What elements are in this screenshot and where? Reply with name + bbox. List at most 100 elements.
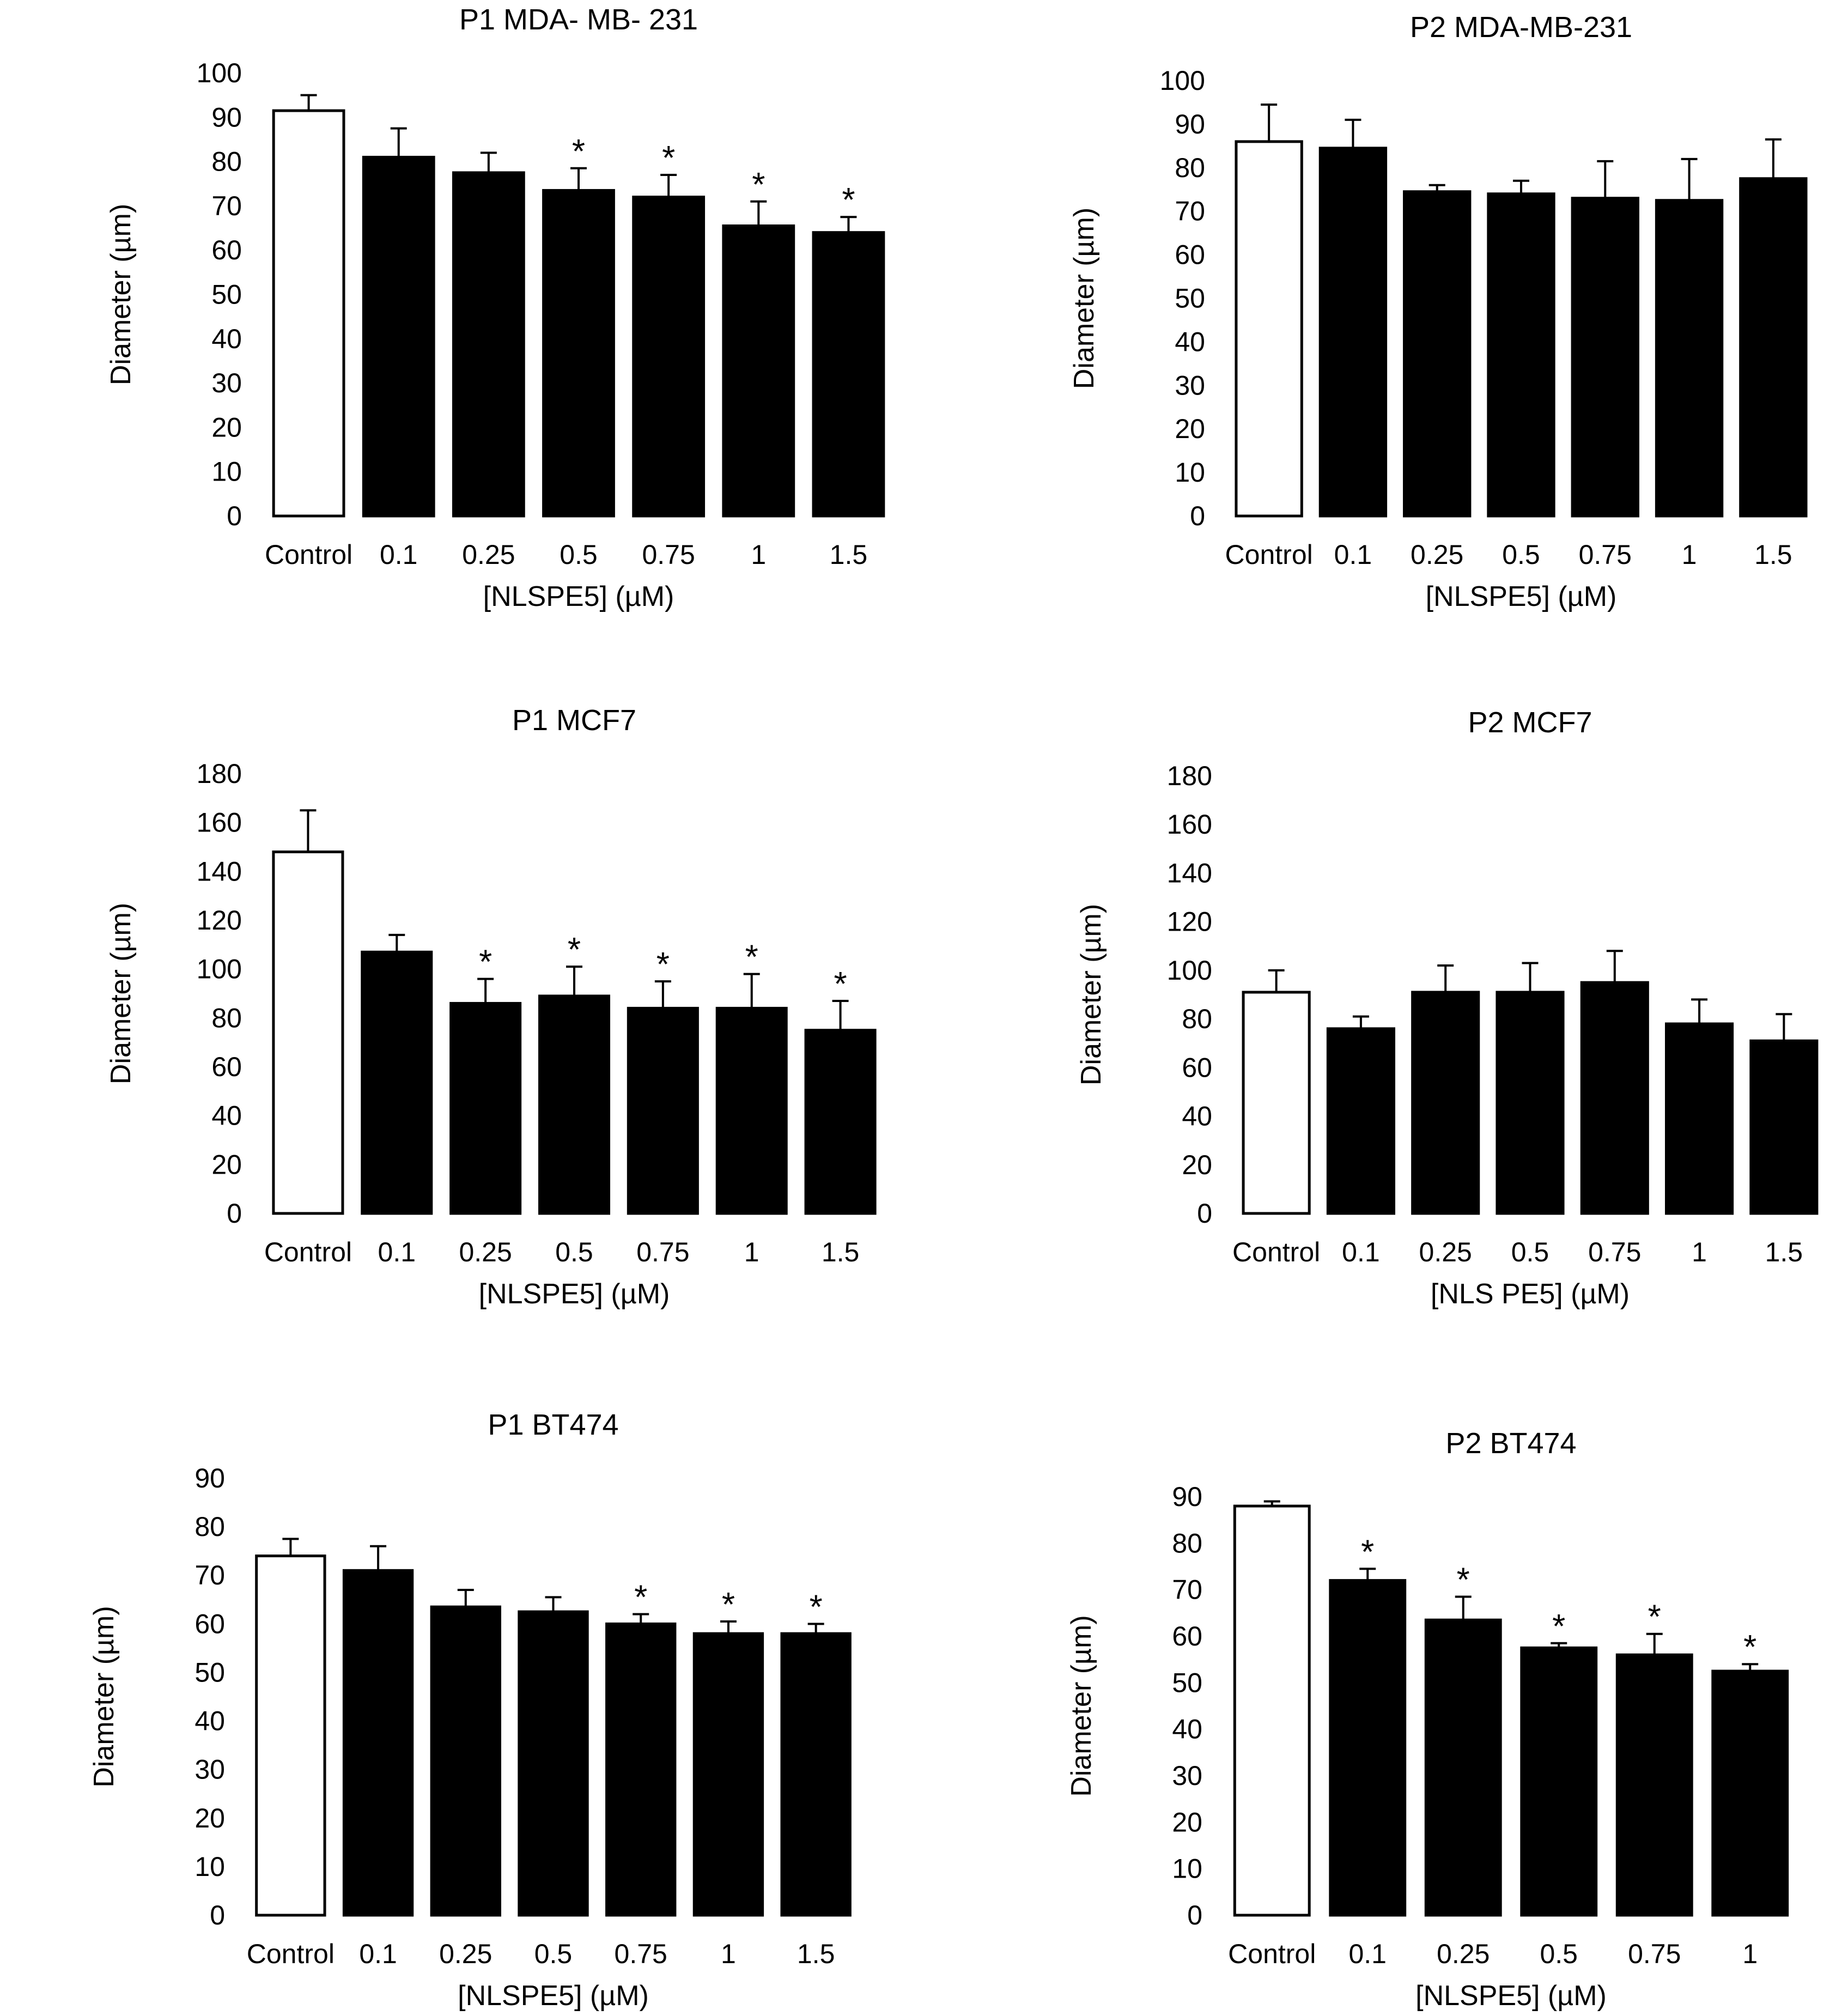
y-tick-label: 90 xyxy=(1172,1481,1202,1512)
bar-0-25 xyxy=(1403,190,1472,518)
x-tick-label: 1.5 xyxy=(1765,1237,1803,1267)
significance-marker: * xyxy=(745,939,758,976)
bar-0-25 xyxy=(430,1605,501,1917)
x-tick-label: 0.1 xyxy=(1342,1237,1380,1267)
y-tick-label: 60 xyxy=(1172,1621,1202,1651)
x-tick-label: 0.25 xyxy=(459,1237,512,1267)
x-axis-label: [NLSPE5] (µM) xyxy=(1426,581,1617,612)
bar-0-75 xyxy=(605,1622,677,1917)
bar-0-5 xyxy=(1520,1646,1598,1917)
y-tick-label: 10 xyxy=(1175,457,1205,488)
chart-panel-6: P2 BT474 0 10 20 30 40 50 60 70 80 90 Diameter (µm)… xyxy=(1066,1427,1789,2012)
bar-1 xyxy=(1665,1022,1734,1215)
chart-title: P1 BT474 xyxy=(488,1408,618,1441)
y-tick-label: 0 xyxy=(1187,1900,1202,1930)
y-tick-label: 60 xyxy=(1175,240,1205,270)
y-tick-label: 100 xyxy=(1167,955,1212,986)
x-tick-label: 0.75 xyxy=(1628,1939,1681,1969)
bar-1 xyxy=(1711,1669,1789,1917)
y-tick-label: 120 xyxy=(1167,907,1212,937)
y-tick-label: 100 xyxy=(197,58,242,88)
significance-marker: * xyxy=(834,966,847,1003)
y-tick-label: 40 xyxy=(1182,1101,1212,1132)
y-tick-label: 0 xyxy=(1197,1198,1212,1229)
bar-0-5 xyxy=(538,994,611,1215)
bar-1 xyxy=(692,1632,764,1917)
y-tick-label: 100 xyxy=(1160,65,1205,96)
x-tick-label: 0.1 xyxy=(1348,1939,1387,1969)
y-tick-label: 30 xyxy=(194,1754,225,1785)
y-tick-label: 160 xyxy=(1167,809,1212,840)
y-tick-label: 30 xyxy=(1175,370,1205,400)
x-tick-label: Control xyxy=(265,539,352,570)
y-tick-label: 90 xyxy=(194,1463,225,1493)
y-tick-label: 80 xyxy=(1172,1528,1202,1558)
x-tick-label: 0.75 xyxy=(1579,539,1632,570)
bar-0-25 xyxy=(1411,991,1480,1215)
chart-title: P2 MDA-MB-231 xyxy=(1410,11,1632,44)
significance-marker: * xyxy=(634,1579,647,1617)
significance-marker: * xyxy=(479,944,492,981)
y-tick-label: 70 xyxy=(194,1560,225,1590)
y-tick-label: 20 xyxy=(1175,414,1205,444)
significance-marker: * xyxy=(722,1586,735,1624)
chart-title: P1 MCF7 xyxy=(512,704,636,737)
chart-title: P2 MCF7 xyxy=(1468,706,1592,739)
x-tick-label: 1 xyxy=(1742,1939,1758,1969)
y-tick-label: 140 xyxy=(1167,858,1212,888)
bar-0-75 xyxy=(1580,981,1649,1215)
y-tick-label: 0 xyxy=(227,1198,242,1229)
significance-marker: * xyxy=(1648,1599,1661,1636)
x-tick-label: 0.1 xyxy=(359,1939,397,1969)
y-tick-label: 30 xyxy=(1172,1760,1202,1791)
y-tick-label: 40 xyxy=(211,1101,242,1131)
y-tick-label: 20 xyxy=(211,1149,242,1180)
y-tick-label: 90 xyxy=(1175,109,1205,139)
y-tick-label: 0 xyxy=(227,501,242,531)
bar-1-5 xyxy=(1749,1039,1819,1215)
x-axis-label: [NLSPE5] (µM) xyxy=(458,1980,649,2012)
bar-0-25 xyxy=(449,1001,522,1215)
bar-0-1 xyxy=(1318,147,1388,518)
significance-marker: * xyxy=(572,133,585,171)
bar-0-5 xyxy=(518,1610,589,1917)
significance-marker: * xyxy=(752,166,765,204)
bar-1 xyxy=(1655,199,1724,518)
chart-title: P2 BT474 xyxy=(1445,1427,1576,1460)
bar-1-5 xyxy=(812,231,885,518)
x-tick-label: 1 xyxy=(744,1237,759,1267)
x-tick-label: 0.5 xyxy=(560,539,598,570)
x-tick-label: 1 xyxy=(1682,539,1697,570)
y-tick-label: 20 xyxy=(1182,1150,1212,1180)
bar-0-25 xyxy=(1424,1618,1502,1917)
x-tick-label: 0.75 xyxy=(615,1939,667,1969)
x-tick-label: 0.5 xyxy=(534,1939,573,1969)
y-axis-label: Diameter (µm) xyxy=(1066,1615,1097,1796)
x-tick-label: 0.1 xyxy=(380,539,418,570)
significance-marker: * xyxy=(1552,1608,1565,1645)
y-tick-label: 180 xyxy=(1167,761,1212,791)
bar-0-1 xyxy=(1326,1027,1395,1215)
significance-marker: * xyxy=(1361,1533,1374,1571)
x-tick-label: 0.25 xyxy=(1419,1237,1472,1267)
bar-1-5 xyxy=(804,1029,877,1215)
bar-0-1 xyxy=(1329,1579,1407,1917)
bar-0-75 xyxy=(632,196,706,518)
y-tick-label: 60 xyxy=(211,1052,242,1082)
x-tick-label: Control xyxy=(1232,1237,1320,1267)
bar-0-25 xyxy=(452,171,525,518)
x-tick-label: Control xyxy=(247,1939,335,1969)
x-tick-label: 0.5 xyxy=(1502,539,1540,570)
x-tick-label: 1.5 xyxy=(830,539,868,570)
x-tick-label: Control xyxy=(264,1237,352,1267)
y-tick-label: 80 xyxy=(211,1003,242,1033)
y-tick-label: 60 xyxy=(1182,1052,1212,1083)
y-axis-label: Diameter (µm) xyxy=(105,903,137,1084)
x-axis-label: [NLSPE5] (µM) xyxy=(1415,1980,1607,2012)
bar-0-75 xyxy=(1571,197,1639,518)
bar-1-5 xyxy=(780,1632,852,1917)
bar-0-5 xyxy=(542,189,615,518)
bar-control xyxy=(1235,140,1303,518)
y-tick-label: 50 xyxy=(211,280,242,310)
